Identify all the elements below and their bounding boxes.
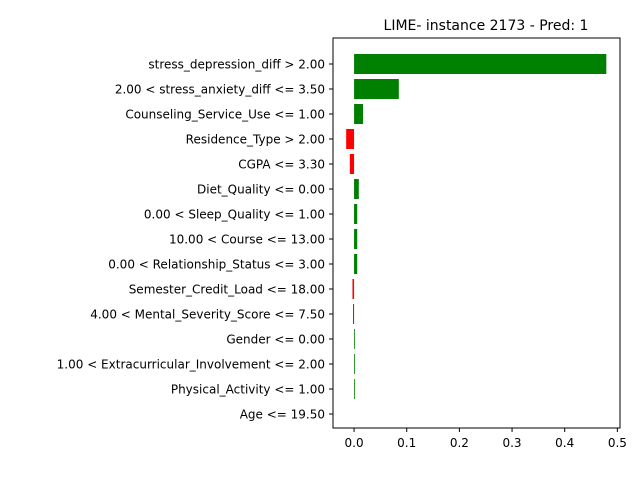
y-tick-label: 0.00 < Sleep_Quality <= 1.00	[144, 208, 325, 222]
x-tick-label: 0.2	[450, 436, 469, 450]
bar	[354, 254, 358, 274]
x-tick-label: 0.5	[608, 436, 627, 450]
bar	[354, 229, 358, 249]
x-tick-label: 0.3	[502, 436, 521, 450]
y-tick-label: Physical_Activity <= 1.00	[171, 383, 325, 397]
bar	[353, 304, 355, 324]
bar	[354, 179, 359, 199]
x-tick-label: 0.4	[555, 436, 574, 450]
y-tick-label: 10.00 < Course <= 13.00	[169, 233, 325, 247]
x-tick-label: 0.0	[345, 436, 364, 450]
y-tick-label: Semester_Credit_Load <= 18.00	[129, 283, 325, 297]
bar	[346, 129, 355, 149]
y-tick-label: 0.00 < Relationship_Status <= 3.00	[108, 258, 325, 272]
bar	[352, 279, 355, 299]
bar	[354, 379, 355, 399]
x-tick-label: 0.1	[397, 436, 416, 450]
y-tick-label: Counseling_Service_Use <= 1.00	[125, 108, 325, 122]
axes-frame	[332, 37, 621, 429]
y-tick-label: stress_depression_diff > 2.00	[148, 58, 325, 72]
chart-title: LIME- instance 2173 - Pred: 1	[384, 18, 589, 34]
bar	[354, 79, 399, 99]
y-tick-label: Diet_Quality <= 0.00	[197, 183, 325, 197]
bars-group	[346, 54, 607, 399]
bar	[354, 204, 358, 224]
plot-frame	[332, 37, 621, 429]
bar	[349, 154, 355, 174]
bar	[354, 329, 355, 349]
y-tick-label: 4.00 < Mental_Severity_Score <= 7.50	[90, 308, 325, 322]
y-tick-label: Gender <= 0.00	[226, 333, 325, 347]
y-tick-label: 1.00 < Extracurricular_Involvement <= 2.…	[57, 358, 325, 372]
bar	[354, 54, 607, 74]
bar	[354, 104, 364, 124]
x-axis-ticks: 0.0 0.1 0.2 0.3 0.4 0.5	[345, 428, 627, 450]
y-tick-labels: stress_depression_diff > 2.00 2.00 < stre…	[57, 58, 333, 422]
y-tick-label: 2.00 < stress_anxiety_diff <= 3.50	[115, 83, 325, 97]
bar	[354, 354, 355, 374]
y-tick-label: Residence_Type > 2.00	[186, 133, 325, 147]
y-tick-label: Age <= 19.50	[240, 408, 325, 422]
y-tick-label: CGPA <= 3.30	[238, 158, 325, 172]
